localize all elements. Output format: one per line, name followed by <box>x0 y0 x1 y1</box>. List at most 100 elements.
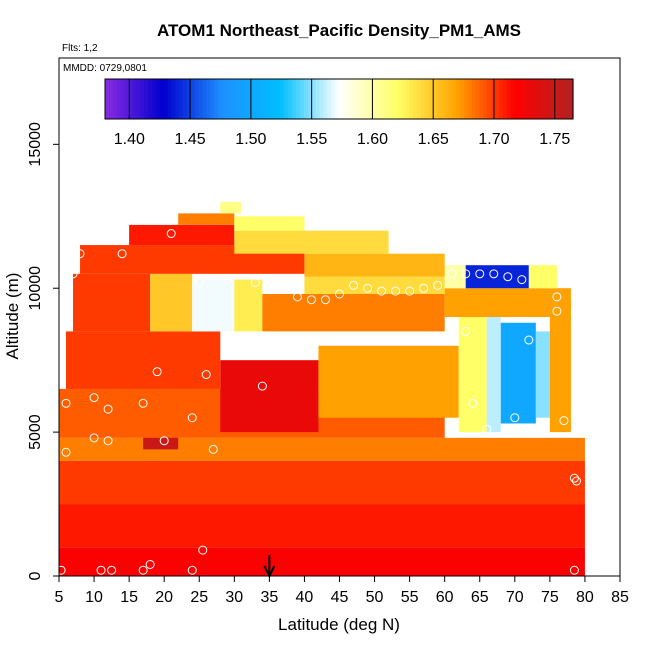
sample-point <box>524 335 534 345</box>
heatmap-cell <box>192 279 235 332</box>
colorbar-segment <box>237 79 243 119</box>
colorbar-segment <box>225 79 231 119</box>
colorbar-segment <box>264 79 270 119</box>
sample-point <box>363 283 373 293</box>
colorbar-segment <box>456 79 461 119</box>
colorbar-segment <box>210 79 215 119</box>
colorbar-segment <box>366 79 371 119</box>
heatmap-cell <box>59 460 585 505</box>
colorbar-segment <box>346 79 352 119</box>
colorbar-segment <box>132 79 137 119</box>
x-tick-label: 25 <box>190 589 208 606</box>
x-axis-label: Latitude (deg N) <box>278 615 400 634</box>
heatmap-cell <box>528 265 557 289</box>
heatmap-cell <box>458 317 487 433</box>
colorbar-segment <box>323 79 328 119</box>
colorbar-segment <box>495 79 500 119</box>
colorbar-segment <box>541 79 547 119</box>
colorbar-segment <box>432 79 438 119</box>
heatmap-cell <box>444 288 571 317</box>
colorbar-segment <box>300 79 305 119</box>
colorbar-segment <box>175 79 180 119</box>
dates-label: MMDD: 0729,0801 <box>63 63 147 74</box>
sample-point <box>510 413 520 423</box>
colorbar-tick-label: 1.75 <box>539 131 570 148</box>
colorbar-segment <box>108 79 114 119</box>
sample-point <box>461 326 471 336</box>
heatmap-cell <box>178 213 235 225</box>
colorbar-segment <box>214 79 219 119</box>
colorbar-segment <box>393 79 399 119</box>
y-tick-label: 5000 <box>27 414 44 450</box>
sample-point <box>559 416 569 426</box>
colorbar-tick-label: 1.65 <box>418 131 449 148</box>
colorbar-segment <box>471 79 477 119</box>
colorbar-segment <box>186 79 192 119</box>
colorbar-segment <box>452 79 457 119</box>
colorbar-segment <box>206 79 211 119</box>
colorbar-segment <box>534 79 539 119</box>
colorbar-segment <box>428 79 434 119</box>
heatmap-cell <box>129 224 235 246</box>
colorbar-segment <box>284 79 289 119</box>
colorbar-segment <box>194 79 200 119</box>
colorbar-segment <box>253 79 258 119</box>
heatmap-cell <box>220 201 242 214</box>
x-tick-label: 70 <box>506 589 524 606</box>
sample-point <box>552 306 562 316</box>
sample-point <box>159 436 169 446</box>
colorbar-segment <box>514 79 519 119</box>
heatmap-cell <box>234 230 389 254</box>
x-tick-label: 20 <box>155 589 173 606</box>
colorbar-tick-label: 1.60 <box>357 131 388 148</box>
colorbar-segment <box>537 79 543 119</box>
heatmap-cell <box>59 547 585 576</box>
colorbar-segment <box>280 79 285 119</box>
heatmap-cell <box>59 504 585 548</box>
sample-point <box>468 398 478 408</box>
colorbar-segment <box>144 79 149 119</box>
colorbar-segment <box>261 79 266 119</box>
sample-point <box>377 286 387 296</box>
colorbar: 1.40 1.45 1.50 1.55 1.60 1.65 1.70 1.75 <box>104 78 574 148</box>
colorbar-segment <box>307 79 313 119</box>
colorbar-segment <box>561 79 566 119</box>
x-tick-label: 5 <box>55 589 64 606</box>
heatmap-cell <box>549 302 571 433</box>
sample-point <box>257 381 267 391</box>
colorbar-segment <box>120 79 126 119</box>
colorbar-segment <box>288 79 293 119</box>
sample-point <box>187 413 197 423</box>
colorbar-segment <box>339 79 344 119</box>
heatmap-cell <box>59 437 585 461</box>
colorbar-segment <box>409 79 414 119</box>
sample-point <box>335 289 344 299</box>
colorbar-segment <box>444 79 449 119</box>
x-tick-label: 65 <box>471 589 489 606</box>
sample-point <box>250 277 260 287</box>
colorbar-segment <box>389 79 395 119</box>
colorbar-segment <box>268 79 274 119</box>
sample-point <box>56 565 66 575</box>
colorbar-segment <box>257 79 262 119</box>
sample-point <box>208 444 218 454</box>
x-tick-label: 55 <box>401 589 419 606</box>
sample-point <box>461 269 471 279</box>
colorbar-segment <box>136 79 141 119</box>
sample-point <box>198 545 208 555</box>
sample-point <box>194 277 204 287</box>
sample-point <box>89 433 99 443</box>
colorbar-segment <box>436 79 441 119</box>
sample-point <box>503 272 513 282</box>
colorbar-segment <box>151 79 157 119</box>
colorbar-segment <box>467 79 473 119</box>
colorbar-segment <box>202 79 207 119</box>
colorbar-tick-label: 1.70 <box>478 131 509 148</box>
colorbar-segment <box>190 79 196 119</box>
colorbar-segment <box>155 79 161 119</box>
colorbar-segment <box>233 79 239 119</box>
sample-point <box>152 367 162 377</box>
colorbar-segment <box>198 79 204 119</box>
x-tick-label: 35 <box>260 589 278 606</box>
sample-point <box>138 398 148 408</box>
